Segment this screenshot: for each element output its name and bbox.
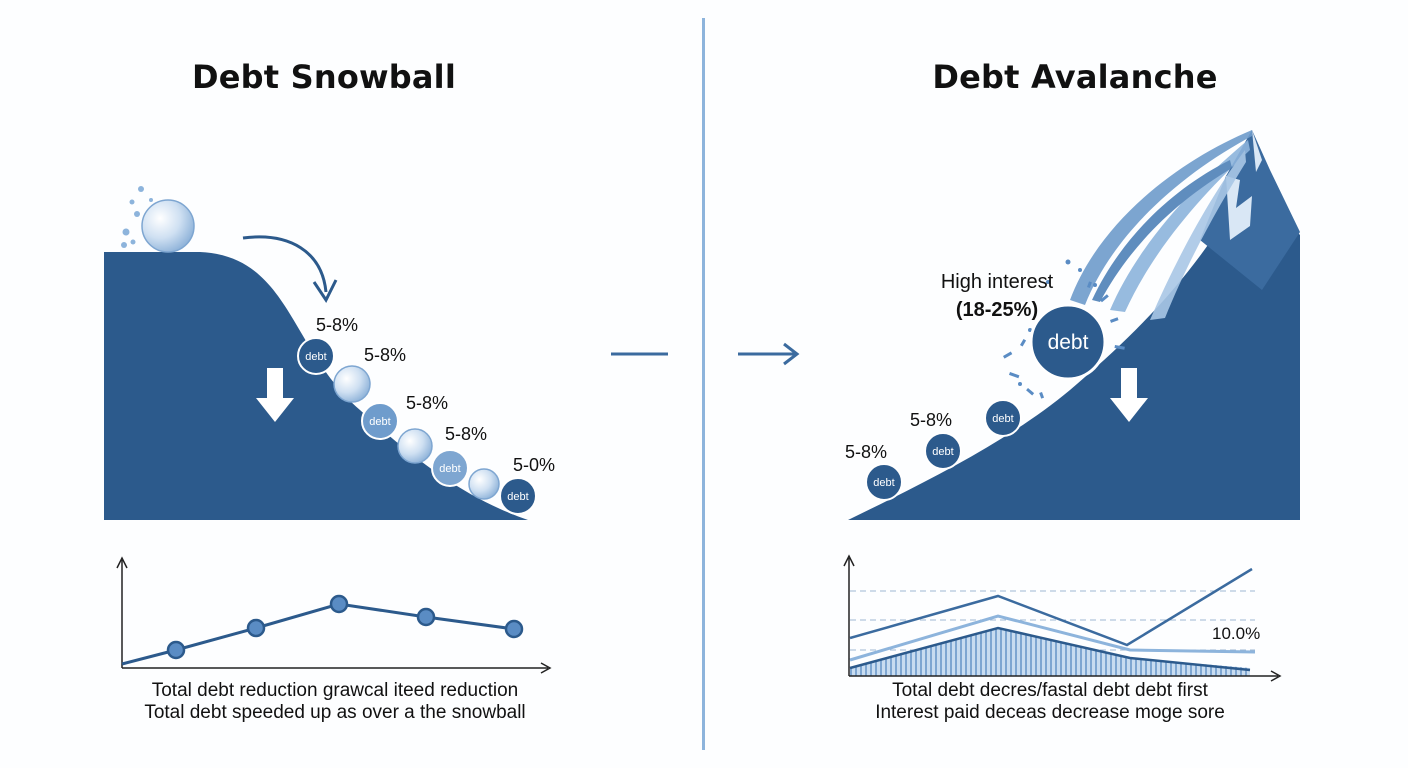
svg-text:debt: debt: [439, 463, 460, 475]
svg-text:debt: debt: [1048, 331, 1089, 354]
avalanche-rate-label: 5-8%: [910, 410, 952, 430]
curved-arrow-icon: [242, 235, 338, 303]
snowball-icon: [333, 365, 371, 403]
snowball-mini-chart: [116, 556, 552, 674]
debt-ball: debt: [499, 477, 537, 515]
avalanche-snow-icon: [1070, 130, 1252, 320]
svg-text:debt: debt: [507, 491, 528, 503]
snowball-icon: [141, 199, 195, 253]
caption-line: Interest paid deceas decrease moge sore: [875, 702, 1225, 723]
svg-text:debt: debt: [305, 351, 326, 363]
panel-divider: [702, 18, 705, 750]
snowball-caption: Total debt reduction grawcal iteed reduc…: [110, 680, 560, 724]
avalanche-title: Debt Avalanche: [932, 58, 1218, 96]
svg-text:debt: debt: [369, 416, 390, 428]
avalanche-rate-label: 5-8%: [845, 442, 887, 462]
svg-text:debt: debt: [873, 477, 894, 489]
caption-line: Total debt decres/fastal debt debt first: [892, 680, 1208, 701]
snowball-hill: [104, 252, 528, 520]
splash-icon: [1003, 259, 1125, 399]
snowball-rate-label: 5-8%: [364, 345, 406, 365]
avalanche-mini-chart: [843, 554, 1282, 682]
snowball-icon: [468, 468, 500, 500]
caption-line: Total debt reduction grawcal iteed reduc…: [151, 680, 519, 701]
debt-ball: debt: [297, 337, 335, 375]
debt-ball: debt: [984, 399, 1022, 437]
svg-text:debt: debt: [932, 446, 953, 458]
big-debt-ball: debt: [1029, 303, 1107, 381]
snowball-icon: [397, 428, 433, 464]
snowball-rate-label: 5-8%: [445, 424, 487, 444]
snowball-title: Debt Snowball: [191, 58, 457, 96]
down-arrow-icon: [256, 368, 294, 422]
debt-ball: debt: [924, 432, 962, 470]
debt-ball: debt: [865, 463, 903, 501]
caption-line: Total debt speeded up as over a the snow…: [144, 702, 526, 723]
snowball-rate-label: 5-8%: [316, 315, 358, 335]
debt-ball: debt: [431, 449, 469, 487]
avalanche-caption: Total debt decres/fastal debt debt first…: [830, 680, 1270, 724]
chart-value-label: 10.0%: [1212, 624, 1260, 643]
snowball-rate-label: 5-0%: [513, 455, 555, 475]
down-arrow-icon: [1110, 368, 1148, 422]
mountain-icon: [848, 130, 1300, 520]
right-arrow-icon: [738, 342, 800, 366]
high-interest-range: (18-25%): [956, 299, 1038, 321]
high-interest-label: High interest: [941, 271, 1054, 293]
debt-ball: debt: [361, 402, 399, 440]
snowball-rate-label: 5-8%: [406, 393, 448, 413]
svg-text:debt: debt: [992, 413, 1013, 425]
snow-particles-icon: [121, 186, 153, 248]
